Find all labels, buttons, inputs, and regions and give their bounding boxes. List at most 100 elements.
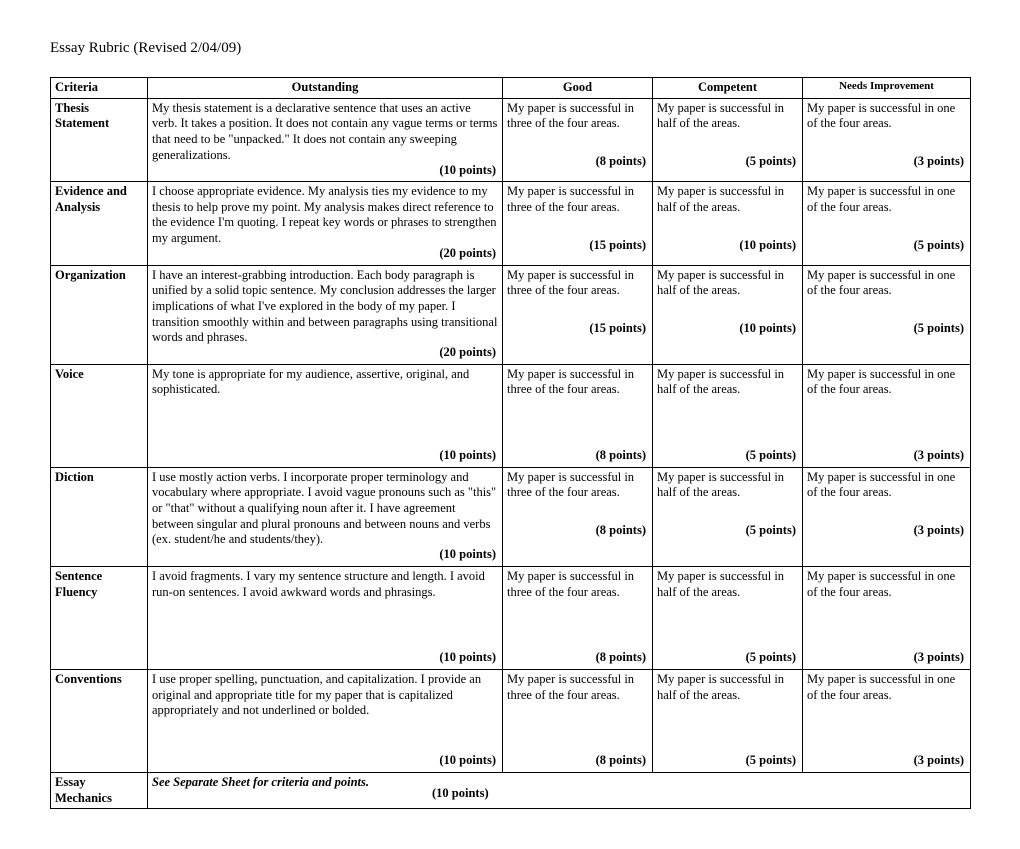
outstanding-cell: I choose appropriate evidence. My analys… [148,182,503,266]
competent-cell-text: My paper is successful in half of the ar… [657,101,798,148]
needs-cell: My paper is successful in one of the fou… [803,669,971,772]
competent-cell-text: My paper is successful in half of the ar… [657,367,798,414]
needs-cell: My paper is successful in one of the fou… [803,182,971,266]
good-cell-text: My paper is successful in three of the f… [507,470,648,517]
competent-cell-points: (5 points) [746,154,796,170]
criteria-cell: Thesis Statement [51,98,148,182]
good-cell: My paper is successful in three of the f… [503,566,653,669]
outstanding-cell-points: (10 points) [439,547,496,563]
header-row: Criteria Outstanding Good Competent Need… [51,78,971,99]
needs-cell-points: (5 points) [914,238,964,254]
competent-cell: My paper is successful in half of the ar… [653,467,803,566]
criteria-cell: Sentence Fluency [51,566,148,669]
mechanics-cell: See Separate Sheet for criteria and poin… [148,772,971,808]
outstanding-cell: My tone is appropriate for my audience, … [148,364,503,467]
mechanics-points: (10 points) [432,786,489,802]
competent-cell-text: My paper is successful in half of the ar… [657,184,798,231]
table-row: Evidence and AnalysisI choose appropriat… [51,182,971,266]
outstanding-cell-points: (10 points) [439,448,496,464]
mechanics-text: See Separate Sheet for criteria and poin… [152,775,966,791]
needs-cell-text: My paper is successful in one of the fou… [807,672,966,719]
table-row: VoiceMy tone is appropriate for my audie… [51,364,971,467]
needs-cell: My paper is successful in one of the fou… [803,467,971,566]
outstanding-cell-text: I use proper spelling, punctuation, and … [152,672,498,735]
table-row: Thesis StatementMy thesis statement is a… [51,98,971,182]
header-competent: Competent [653,78,803,99]
needs-cell-text: My paper is successful in one of the fou… [807,569,966,616]
good-cell-text: My paper is successful in three of the f… [507,268,648,315]
table-row: DictionI use mostly action verbs. I inco… [51,467,971,566]
header-good: Good [503,78,653,99]
good-cell-points: (8 points) [596,523,646,539]
competent-cell: My paper is successful in half of the ar… [653,566,803,669]
needs-cell-text: My paper is successful in one of the fou… [807,184,966,231]
rubric-table: Criteria Outstanding Good Competent Need… [50,77,971,809]
criteria-cell: Evidence and Analysis [51,182,148,266]
good-cell-text: My paper is successful in three of the f… [507,184,648,231]
needs-cell-points: (3 points) [914,650,964,666]
needs-cell-points: (3 points) [914,523,964,539]
outstanding-cell-points: (10 points) [439,650,496,666]
needs-cell-text: My paper is successful in one of the fou… [807,470,966,517]
outstanding-cell-points: (20 points) [439,246,496,262]
outstanding-cell: I have an interest-grabbing introduction… [148,265,503,364]
outstanding-cell-points: (20 points) [439,345,496,361]
table-row: Sentence FluencyI avoid fragments. I var… [51,566,971,669]
competent-cell-points: (10 points) [739,238,796,254]
good-cell: My paper is successful in three of the f… [503,364,653,467]
good-cell-text: My paper is successful in three of the f… [507,101,648,148]
good-cell-points: (8 points) [596,448,646,464]
outstanding-cell-points: (10 points) [439,163,496,179]
competent-cell-points: (5 points) [746,448,796,464]
competent-cell-points: (5 points) [746,753,796,769]
good-cell-points: (8 points) [596,650,646,666]
competent-cell-text: My paper is successful in half of the ar… [657,672,798,719]
good-cell-points: (15 points) [589,238,646,254]
good-cell-points: (8 points) [596,154,646,170]
header-criteria: Criteria [51,78,148,99]
header-needs: Needs Improvement [803,78,971,99]
needs-cell-text: My paper is successful in one of the fou… [807,101,966,148]
needs-cell-text: My paper is successful in one of the fou… [807,367,966,414]
criteria-cell: Essay Mechanics [51,772,148,808]
needs-cell-points: (5 points) [914,321,964,337]
good-cell-points: (8 points) [596,753,646,769]
good-cell: My paper is successful in three of the f… [503,98,653,182]
competent-cell-points: (10 points) [739,321,796,337]
needs-cell-points: (3 points) [914,448,964,464]
outstanding-cell-points: (10 points) [439,753,496,769]
outstanding-cell-text: I avoid fragments. I vary my sentence st… [152,569,498,616]
criteria-cell: Voice [51,364,148,467]
needs-cell: My paper is successful in one of the fou… [803,98,971,182]
good-cell-text: My paper is successful in three of the f… [507,367,648,414]
competent-cell-text: My paper is successful in half of the ar… [657,470,798,517]
competent-cell-points: (5 points) [746,650,796,666]
criteria-cell: Diction [51,467,148,566]
outstanding-cell: I avoid fragments. I vary my sentence st… [148,566,503,669]
outstanding-cell: My thesis statement is a declarative sen… [148,98,503,182]
competent-cell: My paper is successful in half of the ar… [653,364,803,467]
needs-cell: My paper is successful in one of the fou… [803,364,971,467]
needs-cell-points: (3 points) [914,154,964,170]
competent-cell: My paper is successful in half of the ar… [653,265,803,364]
competent-cell: My paper is successful in half of the ar… [653,182,803,266]
good-cell: My paper is successful in three of the f… [503,467,653,566]
needs-cell-points: (3 points) [914,753,964,769]
table-row: OrganizationI have an interest-grabbing … [51,265,971,364]
good-cell-points: (15 points) [589,321,646,337]
header-outstanding: Outstanding [148,78,503,99]
needs-cell: My paper is successful in one of the fou… [803,265,971,364]
competent-cell-text: My paper is successful in half of the ar… [657,268,798,315]
needs-cell-text: My paper is successful in one of the fou… [807,268,966,315]
good-cell: My paper is successful in three of the f… [503,669,653,772]
table-row: Essay MechanicsSee Separate Sheet for cr… [51,772,971,808]
outstanding-cell: I use proper spelling, punctuation, and … [148,669,503,772]
page-title: Essay Rubric (Revised 2/04/09) [50,40,970,57]
good-cell-text: My paper is successful in three of the f… [507,569,648,616]
good-cell: My paper is successful in three of the f… [503,265,653,364]
good-cell: My paper is successful in three of the f… [503,182,653,266]
competent-cell-points: (5 points) [746,523,796,539]
criteria-cell: Organization [51,265,148,364]
criteria-cell: Conventions [51,669,148,772]
competent-cell-text: My paper is successful in half of the ar… [657,569,798,616]
